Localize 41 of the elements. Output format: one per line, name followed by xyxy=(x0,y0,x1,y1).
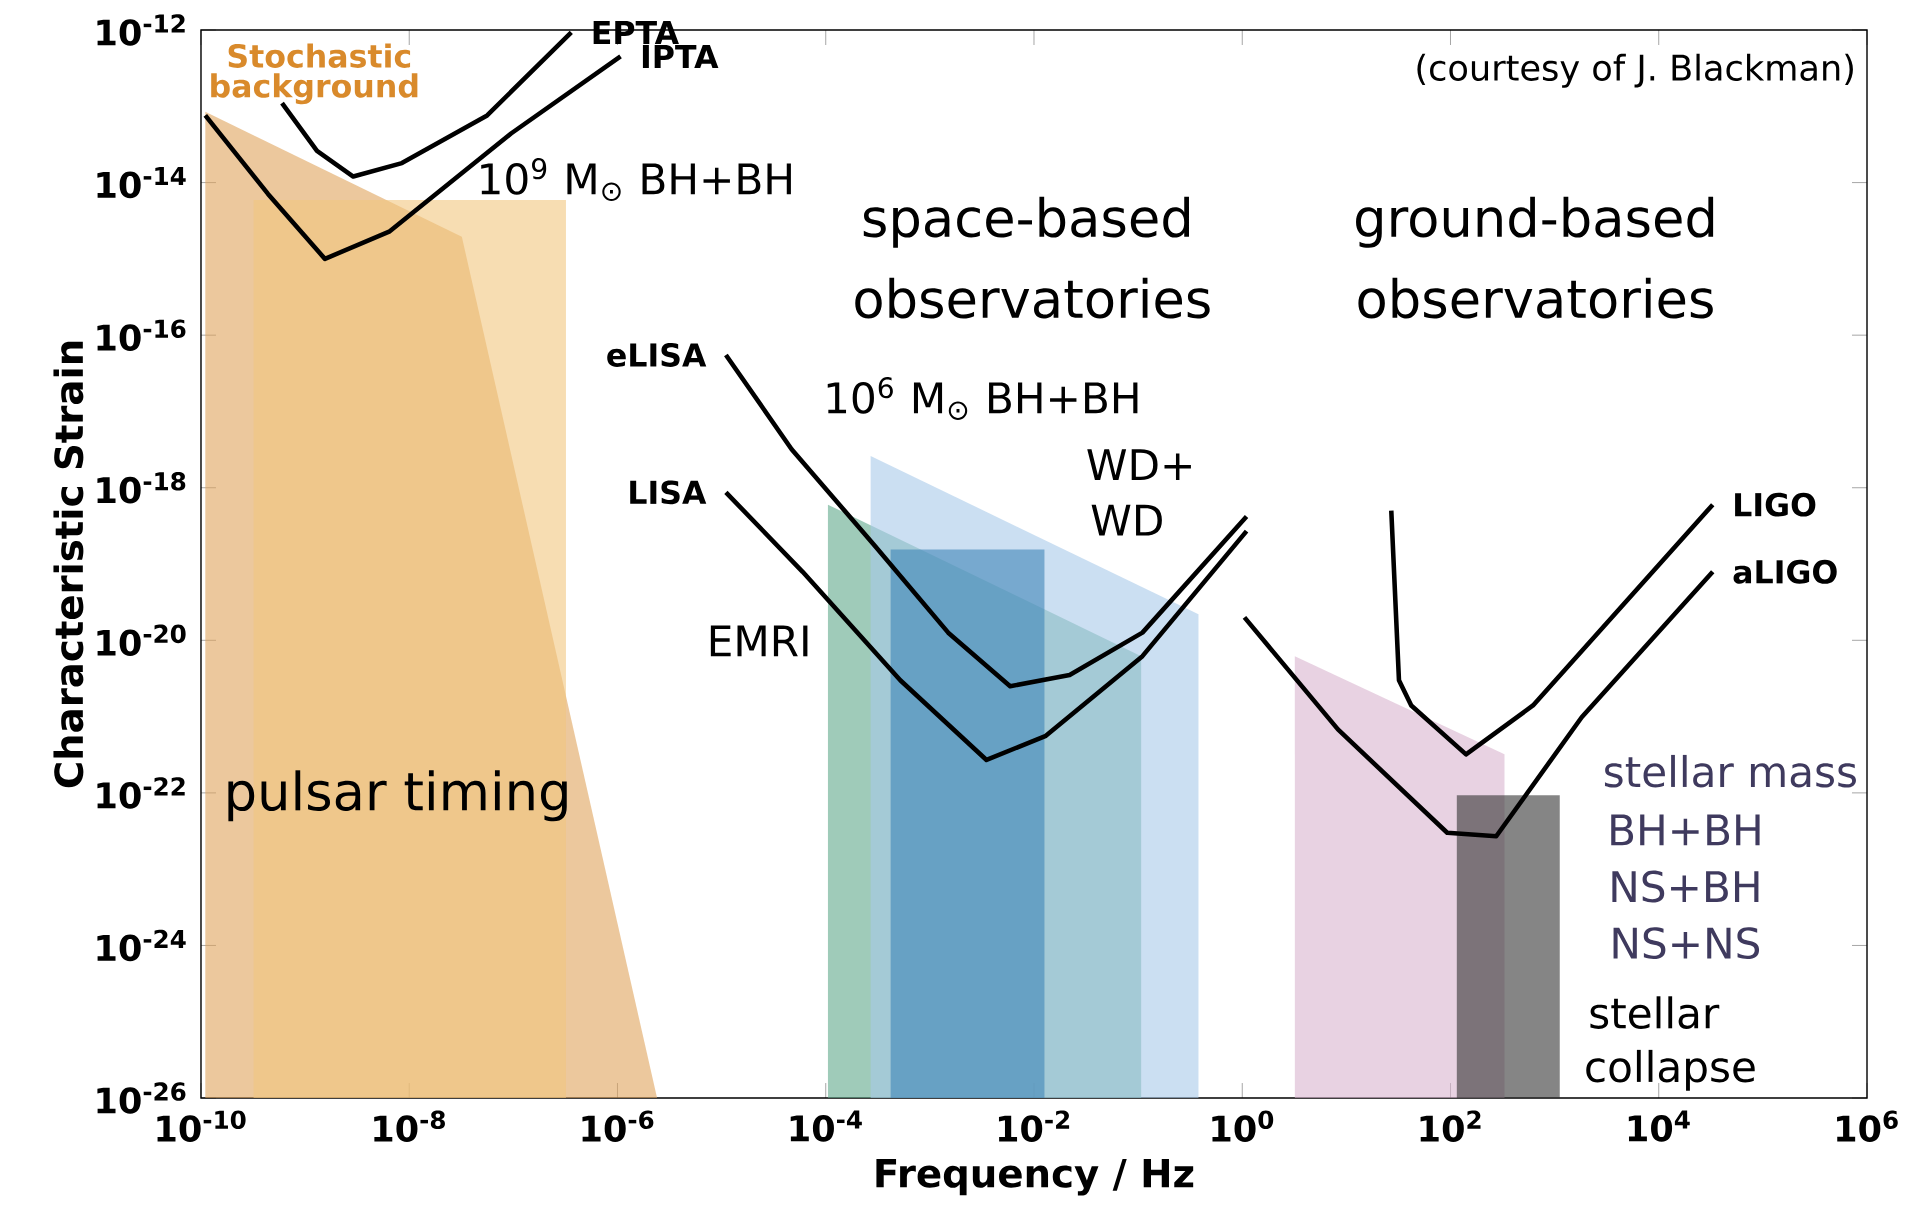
x-tick-label: 10$^{-2}$ xyxy=(998,1110,1070,1142)
annotation: background xyxy=(211,73,418,105)
series-label: LISA xyxy=(630,480,707,505)
annotation: WD+ xyxy=(1087,449,1191,481)
series-label: eLISA xyxy=(607,343,707,367)
y-tick-label: 10$^{-20}$ xyxy=(97,624,186,657)
x-tick-label: 10$^{-8}$ xyxy=(374,1110,445,1142)
y-axis-title: Characteristic Strain xyxy=(53,341,84,788)
y-tick-label: 10$^{-14}$ xyxy=(97,167,186,199)
series-label: LIGO xyxy=(1735,492,1816,517)
annotation: NS+BH xyxy=(1612,870,1759,903)
annotation: NS+NS xyxy=(1613,927,1760,960)
x-tick-label: 10$^{0}$ xyxy=(1212,1110,1274,1142)
x-tick-label: 10$^{-4}$ xyxy=(790,1110,862,1142)
annotation: stellar mass xyxy=(1604,754,1856,788)
x-tick-label: 10$^{4}$ xyxy=(1628,1110,1690,1142)
annotation: (courtesy of J. Blackman) xyxy=(1417,53,1853,88)
annotation: EMRI xyxy=(710,625,808,657)
y-tick-label: 10$^{-18}$ xyxy=(97,472,186,504)
annotation: observatories xyxy=(1358,277,1713,319)
annotation: space-based xyxy=(863,196,1189,248)
series-label: IPTA xyxy=(642,44,719,68)
x-tick-label: 10$^{6}$ xyxy=(1837,1110,1898,1142)
x-tick-label: 10$^{-6}$ xyxy=(582,1110,654,1142)
annotation: BH+BH xyxy=(1611,814,1760,846)
annotation: stellar xyxy=(1590,996,1720,1029)
x-tick-label: 10$^{2}$ xyxy=(1420,1110,1481,1142)
annotation: Stochastic xyxy=(228,43,411,68)
annotation: WD xyxy=(1091,504,1162,536)
annotation: collapse xyxy=(1586,1049,1755,1091)
annotation: pulsar timing xyxy=(228,770,567,822)
annotation: 10$^{6}$ M$_{⊙}$ BH+BH xyxy=(827,377,1138,420)
annotation: 10$^{9}$ M$_{⊙}$ BH+BH xyxy=(481,158,791,201)
series-label: aLIGO xyxy=(1733,559,1837,584)
annotation: observatories xyxy=(855,277,1210,319)
y-tick-label: 10$^{-16}$ xyxy=(97,319,186,351)
y-tick-label: 10$^{-24}$ xyxy=(97,929,186,962)
x-axis-title: Frequency / Hz xyxy=(876,1159,1194,1196)
y-tick-label: 10$^{-22}$ xyxy=(97,777,185,809)
y-tick-label: 10$^{-12}$ xyxy=(97,14,185,46)
annotation: ground-based xyxy=(1356,196,1714,248)
